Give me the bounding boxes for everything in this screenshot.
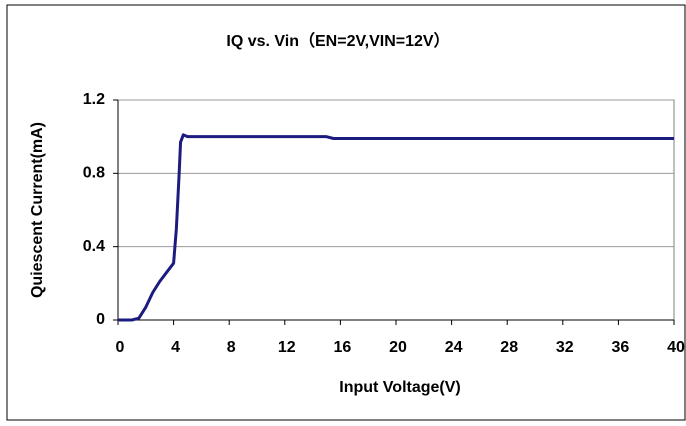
x-tick-label: 0 xyxy=(116,339,125,356)
x-axis-label: Input Voltage(V) xyxy=(339,379,460,396)
x-tick-label: 12 xyxy=(278,339,296,356)
x-tick-label: 16 xyxy=(334,339,352,356)
y-tick-label: 0.4 xyxy=(83,238,105,255)
y-tick-label: 0.8 xyxy=(83,165,105,182)
x-tick-label: 28 xyxy=(500,339,518,356)
plot-area xyxy=(117,99,675,321)
x-tick-label: 32 xyxy=(556,339,574,356)
y-axis-label: Quiescent Current(mA) xyxy=(29,122,46,298)
y-tick-label: 1.2 xyxy=(83,91,105,108)
x-tick-label: 4 xyxy=(171,339,180,356)
chart-title: IQ vs. Vin（EN=2V,VIN=12V） xyxy=(226,32,449,50)
x-tick-label: 20 xyxy=(389,339,407,356)
x-tick-label: 36 xyxy=(612,339,630,356)
y-tick-label: 0 xyxy=(96,311,105,328)
data-line xyxy=(118,133,674,322)
x-tick-label: 24 xyxy=(445,339,463,356)
x-tick-label: 40 xyxy=(667,339,685,356)
x-tick-label: 8 xyxy=(227,339,236,356)
